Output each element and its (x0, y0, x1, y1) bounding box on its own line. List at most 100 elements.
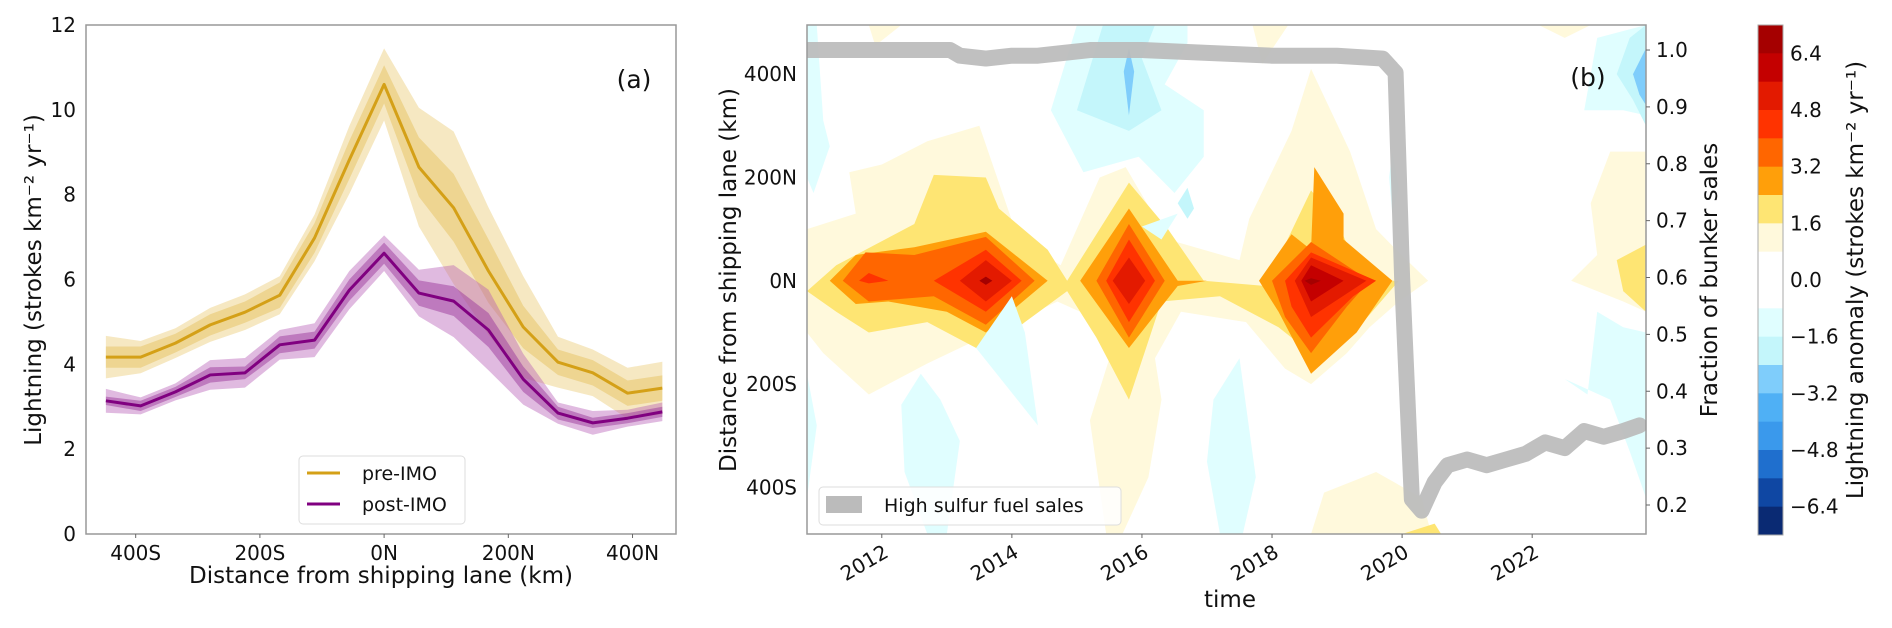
b-high-sulfur-line (807, 42, 1646, 519)
b-y-right-tick-label: 0.2 (1656, 493, 1688, 517)
colorbar-cell (1758, 478, 1783, 508)
a-post-IMO-inner-band (105, 242, 663, 428)
colorbar-tick-label: −4.8 (1790, 438, 1839, 462)
b-contour-level-6p4 (1304, 278, 1321, 285)
b-plot-frame (806, 24, 1647, 535)
colorbar-tick-label: −1.6 (1790, 325, 1839, 349)
colorbar-tick-label: −6.4 (1790, 495, 1839, 519)
b-y-right-tick-label: 0.7 (1656, 209, 1688, 233)
a-x-axis-label: Distance from shipping lane (km) (189, 563, 573, 589)
b-legend-swatch (826, 496, 862, 513)
colorbar-cell (1758, 450, 1783, 479)
b-y-tick-label: 0N (769, 269, 797, 293)
b-contour-level-6p4 (979, 276, 993, 285)
a-y-tick-label: 0 (63, 522, 76, 546)
b-x-tick-label: 2012 (836, 540, 892, 586)
b-contour-level-neg0p8 (1206, 358, 1256, 534)
b-y-tick-label: 400N (744, 62, 797, 86)
b-contour-level-0p8 (1538, 25, 1591, 38)
colorbar-label: Lightning anomaly (strokes km⁻² yr⁻¹) (1843, 61, 1869, 499)
b-y-ticks-right: 1.0 0.9 0.8 0.7 0.6 0.5 0.4 0.3 0.2 (1646, 38, 1688, 517)
b-y-right-tick-label: 0.8 (1656, 152, 1688, 176)
colorbar: 6.4 4.8 3.2 1.6 0.0 −1.6 −3.2 −4.8 −6.4 Lightnin… (1757, 24, 1869, 536)
b-y-tick-label: 200N (744, 165, 797, 189)
colorbar-tick-label: 3.2 (1790, 155, 1822, 179)
colorbar-cell (1758, 195, 1783, 224)
a-x-tick-label: 200N (482, 541, 535, 565)
b-y-tick-label: 400S (746, 475, 797, 499)
a-x-tick-label: 400N (606, 541, 659, 565)
colorbar-ticks: 6.4 4.8 3.2 1.6 0.0 −1.6 −3.2 −4.8 −6.4 (1790, 41, 1839, 518)
b-contour-level-0p8 (1311, 471, 1432, 534)
b-contour-level-neg0p8 (807, 25, 830, 193)
b-contour-level-neg2p4 (1632, 48, 1646, 106)
b-legend-box (818, 486, 1122, 526)
b-y-axis-label-right: Fraction of bunker sales (1697, 143, 1723, 417)
a-y-tick-label: 2 (63, 437, 76, 461)
colorbar-cell (1758, 138, 1783, 168)
b-y-right-tick-label: 0.4 (1656, 379, 1688, 403)
b-contour-level-neg2p4 (1123, 48, 1135, 116)
b-contour-level-neg1p6 (1177, 187, 1194, 219)
b-contour-level-neg0p8 (976, 296, 1038, 426)
b-contour-level-4 (859, 273, 889, 284)
b-contour-level-neg0p8 (1564, 311, 1646, 498)
b-y-tick-label: 200S (746, 372, 797, 396)
a-legend-label-post: post-IMO (362, 494, 447, 516)
a-x-ticks: 400S 200S 0N 200N 400N (110, 534, 659, 565)
b-y-right-tick-label: 0.6 (1656, 266, 1688, 290)
a-uncertainty-bands (105, 48, 663, 435)
b-contour-level-neg0p8 (1141, 213, 1178, 240)
colorbar-cell (1758, 166, 1783, 196)
colorbar-cell (1758, 223, 1783, 253)
colorbar-cell (1758, 506, 1783, 536)
a-y-axis-label: Lightning (strokes km⁻² yr⁻¹) (21, 114, 47, 446)
colorbar-cell (1758, 336, 1783, 366)
colorbar-cell (1758, 421, 1783, 451)
a-y-ticks: 0 2 4 6 8 10 12 (51, 13, 76, 546)
a-x-tick-label: 0N (370, 541, 398, 565)
b-x-tick-label: 2018 (1226, 540, 1282, 586)
b-x-axis-label: time (1204, 587, 1256, 613)
b-x-tick-label: 2022 (1487, 540, 1543, 586)
a-y-tick-label: 8 (63, 183, 76, 207)
b-y-right-tick-label: 0.3 (1656, 436, 1688, 460)
b-high-sulfur-fraction-line (807, 42, 1646, 519)
b-y-right-tick-label: 0.9 (1656, 95, 1688, 119)
a-y-tick-label: 12 (51, 13, 76, 37)
b-contour-level-1p6 (1402, 523, 1442, 534)
colorbar-cell (1758, 81, 1783, 111)
b-x-ticks: 2012 2014 2016 2018 2020 2022 (836, 534, 1543, 586)
b-y-right-tick-label: 1.0 (1656, 38, 1688, 62)
b-y-right-tick-label: 0.5 (1656, 322, 1688, 346)
b-contour-level-neg1p6 (1616, 25, 1646, 126)
colorbar-frame (1757, 24, 1784, 536)
colorbar-cell (1758, 308, 1783, 338)
b-x-tick-label: 2014 (966, 540, 1022, 586)
a-legend: pre-IMO post-IMO (298, 455, 466, 525)
panel-b: 2012 2014 2016 2018 2020 2022 400N200N0N200S4… (716, 24, 1723, 613)
b-x-tick-label: 2016 (1096, 540, 1152, 586)
colorbar-cell (1758, 53, 1783, 83)
colorbar-tick-label: 6.4 (1790, 41, 1822, 65)
a-y-tick-label: 4 (63, 352, 76, 376)
panel-a: 400S 200S 0N 200N 400N 0 2 4 6 8 10 12 (a) Distanc… (21, 13, 677, 589)
a-pre-IMO-inner-band (105, 65, 663, 406)
a-series-lines (105, 82, 663, 425)
colorbar-cell (1758, 280, 1783, 309)
a-y-tick-label: 6 (63, 268, 76, 292)
b-y-ticks-left: 400N 200N 0N 200S 400S (744, 62, 797, 499)
colorbar-tick-label: −3.2 (1790, 381, 1839, 405)
colorbar-tick-label: 0.0 (1790, 268, 1822, 292)
colorbar-cell (1758, 251, 1783, 281)
b-legend-label: High sulfur fuel sales (884, 495, 1084, 517)
b-contour-level-4p8 (1112, 257, 1146, 305)
colorbar-cell (1758, 110, 1783, 139)
b-legend: High sulfur fuel sales (818, 486, 1122, 526)
colorbar-tick-label: 4.8 (1790, 98, 1822, 122)
b-contour-level-5p6 (1301, 265, 1344, 302)
b-x-tick-label: 2020 (1357, 540, 1413, 586)
colorbar-tick-label: 1.6 (1790, 211, 1822, 235)
b-contour-level-neg0p8 (807, 373, 817, 498)
